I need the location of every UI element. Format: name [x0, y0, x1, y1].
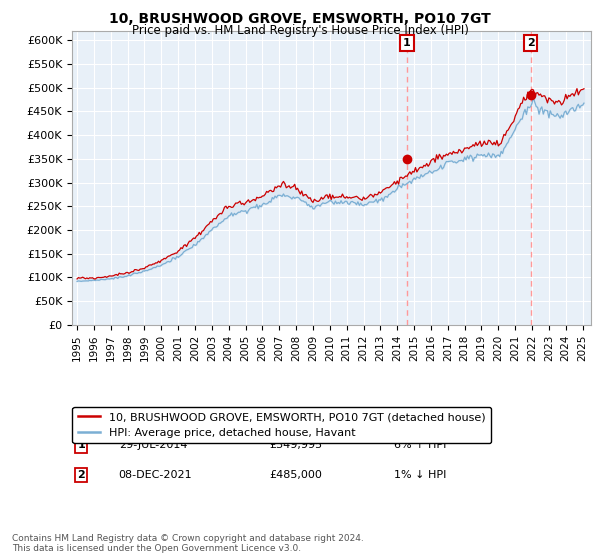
Text: £349,995: £349,995 — [269, 440, 322, 450]
Text: £485,000: £485,000 — [269, 470, 322, 480]
Text: 29-JUL-2014: 29-JUL-2014 — [119, 440, 187, 450]
Text: 2: 2 — [527, 38, 535, 48]
Text: 1% ↓ HPI: 1% ↓ HPI — [394, 470, 446, 480]
Text: 2: 2 — [77, 470, 85, 480]
Text: 08-DEC-2021: 08-DEC-2021 — [119, 470, 193, 480]
Text: 10, BRUSHWOOD GROVE, EMSWORTH, PO10 7GT: 10, BRUSHWOOD GROVE, EMSWORTH, PO10 7GT — [109, 12, 491, 26]
Text: 1: 1 — [77, 440, 85, 450]
Text: Contains HM Land Registry data © Crown copyright and database right 2024.
This d: Contains HM Land Registry data © Crown c… — [12, 534, 364, 553]
Text: Price paid vs. HM Land Registry's House Price Index (HPI): Price paid vs. HM Land Registry's House … — [131, 24, 469, 37]
Text: 6% ↑ HPI: 6% ↑ HPI — [394, 440, 446, 450]
Text: 1: 1 — [403, 38, 411, 48]
Legend: 10, BRUSHWOOD GROVE, EMSWORTH, PO10 7GT (detached house), HPI: Average price, de: 10, BRUSHWOOD GROVE, EMSWORTH, PO10 7GT … — [73, 407, 491, 444]
